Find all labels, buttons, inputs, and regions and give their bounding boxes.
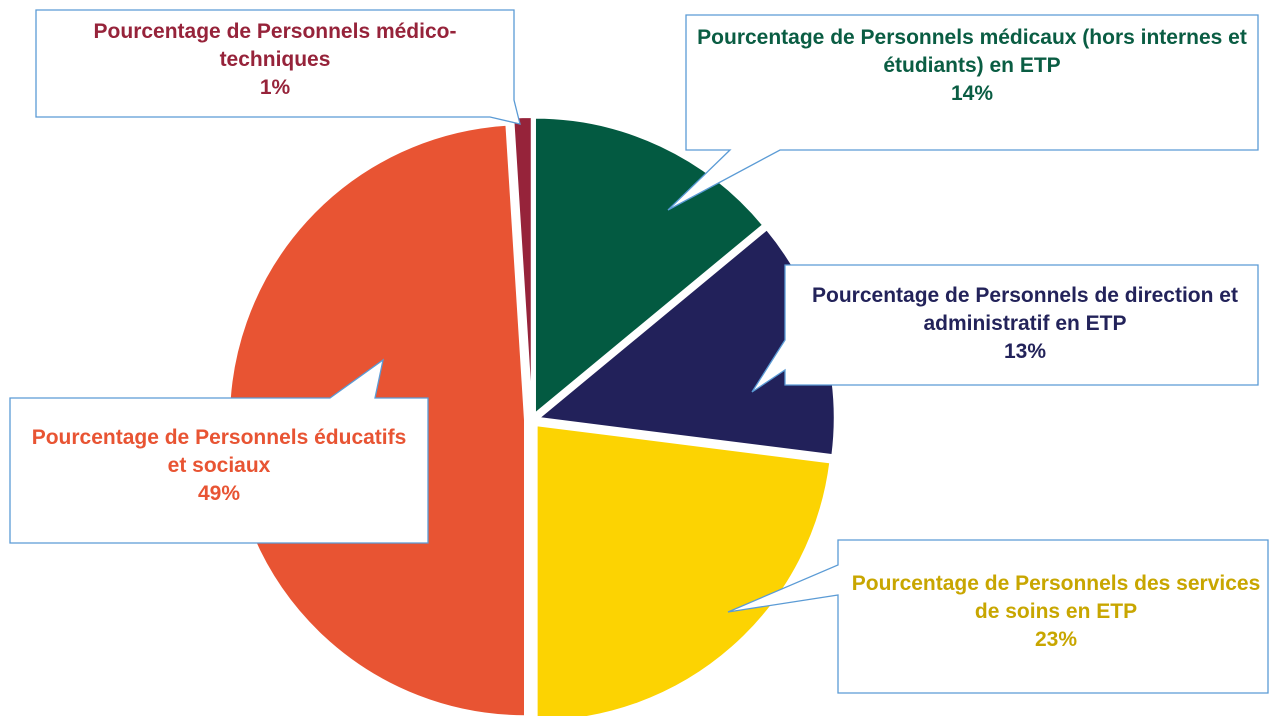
category-name: Pourcentage de Personnels des services d… — [851, 572, 1261, 623]
value-label: 1% — [259, 76, 291, 99]
callout — [667, 14, 1259, 211]
callout-label: Pourcentage de Personnels médicaux (hors… — [696, 24, 1248, 108]
callout-label: Pourcentage de Personnels médico-techniq… — [46, 18, 504, 102]
callout — [727, 539, 1269, 694]
category-name: Pourcentage de Personnels médico-techniq… — [93, 20, 457, 71]
callout — [751, 264, 1259, 393]
callout — [9, 358, 429, 544]
callout-label: Pourcentage de Personnels de direction e… — [805, 282, 1245, 366]
callout — [35, 9, 521, 125]
value-label: 13% — [1003, 340, 1047, 363]
category-name: Pourcentage de Personnels médicaux (hors… — [697, 26, 1247, 77]
value-label: 49% — [197, 482, 241, 505]
category-name: Pourcentage de Personnels de direction e… — [812, 284, 1238, 335]
callout-label: Pourcentage de Personnels éducatifs et s… — [20, 424, 418, 508]
value-label: 14% — [950, 82, 994, 105]
callout-label: Pourcentage de Personnels des services d… — [846, 570, 1266, 654]
pie-slice — [533, 116, 765, 416]
category-name: Pourcentage de Personnels éducatifs et s… — [31, 426, 407, 477]
pie-slice — [535, 424, 832, 716]
value-label: 23% — [1034, 628, 1078, 651]
